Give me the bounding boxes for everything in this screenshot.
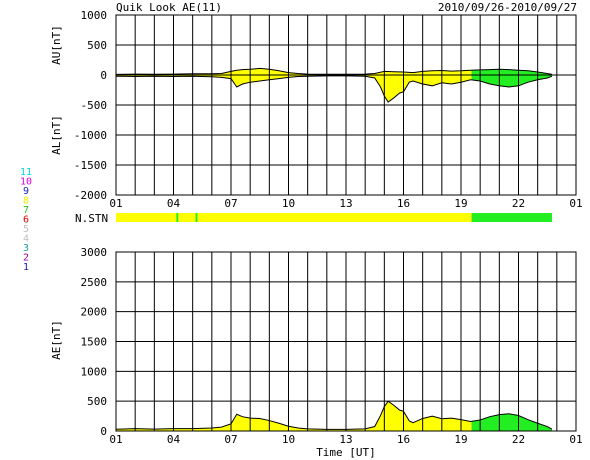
x-tick-label: 07 (224, 433, 237, 446)
au-line (115, 67, 553, 75)
ae-axis-label: AE[nT] (50, 320, 63, 360)
x-tick-label: 19 (454, 433, 467, 446)
station-segment (176, 213, 179, 222)
x-tick-label: 07 (224, 197, 237, 210)
station-segment (116, 213, 196, 222)
x-tick-label: 13 (339, 433, 352, 446)
y-tick-label: 2000 (81, 306, 108, 319)
x-tick-label: 01 (569, 197, 582, 210)
x-tick-label: 01 (109, 197, 122, 210)
x-tick-label: 13 (339, 197, 352, 210)
al-line (115, 75, 553, 103)
legend-station-3: 3 (23, 243, 29, 254)
station-segment (471, 213, 553, 222)
legend-station-6: 6 (23, 215, 29, 226)
y-tick-label: 500 (87, 39, 107, 52)
y-tick-label: -1500 (74, 159, 107, 172)
y-tick-label: -1000 (74, 129, 107, 142)
al-fill-secondary (471, 75, 553, 87)
au-al-panel: 01 04 07 10 13 16 19 22 01 1000 500 0 -500 -1000 -1500… (50, 9, 583, 210)
y-tick-label: -2000 (74, 189, 107, 202)
au-fill-primary (116, 68, 472, 75)
x-axis-label: Time [UT] (316, 446, 376, 459)
y-tick-label: 3000 (81, 246, 108, 259)
y-tick-label: 500 (87, 395, 107, 408)
al-axis-label: AL[nT] (50, 115, 63, 155)
legend-station-7: 7 (23, 205, 29, 216)
al-fill-primary (116, 75, 472, 102)
legend-station-4: 4 (23, 234, 29, 245)
y-tick-label: 0 (100, 425, 107, 438)
y-tick-label: 0 (100, 69, 107, 82)
ae-fill-secondary (471, 413, 553, 431)
x-tick-label: 01 (569, 433, 582, 446)
station-count-bar: N.STN (75, 212, 553, 225)
x-tick-label: 01 (109, 433, 122, 446)
legend-station-8: 8 (23, 196, 29, 207)
legend-station-5: 5 (23, 224, 29, 235)
plot-frame (115, 251, 577, 432)
x-tick-label: 10 (282, 433, 295, 446)
ae-panel: 01 04 07 10 13 16 19 22 01 3000 2500 2000 1500 1000 50… (50, 246, 583, 459)
x-tick-label: 04 (167, 433, 181, 446)
y-tick-label: 1000 (81, 9, 108, 22)
date-range: 2010/09/26-2010/09/27 (438, 1, 577, 14)
x-tick-label: 10 (282, 197, 295, 210)
y-tick-label: -500 (81, 99, 108, 112)
y-tick-label: 2500 (81, 276, 108, 289)
y-tick-label: 1500 (81, 336, 108, 349)
ae-fill-primary (116, 401, 472, 431)
station-segment (195, 213, 198, 222)
legend-station-10: 10 (20, 177, 32, 188)
chart-title: Quik Look AE(11) (116, 1, 222, 14)
x-tick-label: 16 (397, 197, 410, 210)
legend-station-11: 11 (20, 167, 32, 178)
legend-station-2: 2 (23, 253, 29, 264)
legend-station-9: 9 (23, 186, 29, 197)
legend-station-1: 1 (23, 262, 29, 273)
y-tick-label: 1000 (81, 365, 108, 378)
station-segment (197, 213, 472, 222)
ae-line (115, 400, 553, 430)
plot-frame (115, 14, 577, 196)
x-tick-label: 22 (512, 197, 525, 210)
x-tick-label: 22 (512, 433, 525, 446)
station-bar-label: N.STN (75, 212, 108, 225)
au-axis-label: AU[nT] (50, 25, 63, 65)
x-tick-label: 04 (167, 197, 181, 210)
x-tick-label: 16 (397, 433, 410, 446)
x-tick-label: 19 (454, 197, 467, 210)
au-fill-secondary (471, 69, 553, 75)
